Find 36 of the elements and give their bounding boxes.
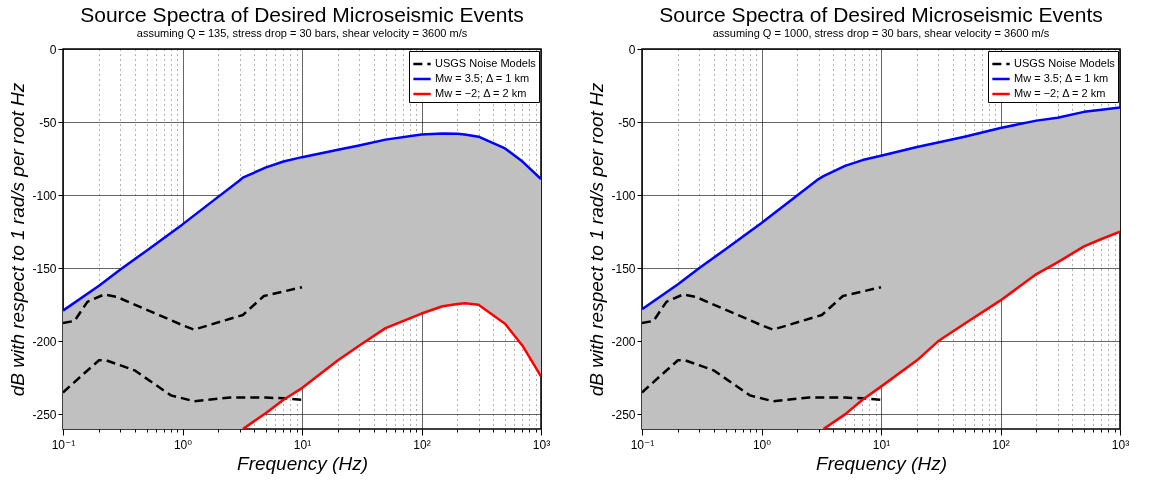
- y-tick-label: -100: [611, 188, 636, 203]
- y-tick-label: -250: [611, 407, 636, 422]
- y-tick-label: -150: [611, 261, 636, 276]
- legend-label: Mw = −2; Δ = 2 km: [435, 87, 527, 99]
- x-tick-label: 10²: [992, 437, 1010, 452]
- y-axis-title: dB with respect to 1 rad/s per root Hz: [586, 82, 608, 397]
- legend-label: Mw = −2; Δ = 2 km: [1014, 87, 1106, 99]
- chart-title: Source Spectra of Desired Microseismic Events: [659, 3, 1103, 26]
- x-tick-label: 10¹: [872, 437, 891, 452]
- x-tick-label: 10²: [413, 437, 431, 452]
- x-tick-label: 10³: [1111, 437, 1130, 452]
- y-tick-label: -200: [611, 334, 636, 349]
- legend-label: USGS Noise Models: [435, 57, 537, 69]
- y-tick-label: 0: [628, 42, 636, 57]
- legend-label: Mw = 3.5; Δ = 1 km: [435, 72, 530, 84]
- x-tick-label: 10³: [532, 437, 551, 452]
- x-axis-title: Frequency (Hz): [816, 452, 947, 474]
- chart-title: Source Spectra of Desired Microseismic Events: [80, 3, 524, 26]
- y-tick-label: -250: [32, 407, 57, 422]
- chart-subtitle: assuming Q = 135, stress drop = 30 bars, shear velocity = 3600 m/s: [136, 27, 468, 39]
- legend-label: USGS Noise Models: [1014, 57, 1116, 69]
- y-tick-label: -200: [32, 334, 57, 349]
- x-tick-label: 10⁻¹: [51, 437, 76, 452]
- x-tick-label: 10⁰: [752, 437, 772, 452]
- y-tick-label: -50: [39, 115, 57, 130]
- x-tick-label: 10⁻¹: [630, 437, 655, 452]
- chart-subtitle: assuming Q = 1000, stress drop = 30 bars, shear velocity = 3600 m/s: [712, 27, 1050, 39]
- x-tick-label: 10¹: [293, 437, 312, 452]
- legend-label: Mw = 3.5; Δ = 1 km: [1014, 72, 1109, 84]
- x-axis-title: Frequency (Hz): [237, 452, 368, 474]
- x-tick-label: 10⁰: [173, 437, 193, 452]
- y-tick-label: -50: [618, 115, 636, 130]
- y-tick-label: 0: [49, 42, 57, 57]
- y-axis-title: dB with respect to 1 rad/s per root Hz: [7, 82, 29, 397]
- y-tick-label: -150: [32, 261, 57, 276]
- y-tick-label: -100: [32, 188, 57, 203]
